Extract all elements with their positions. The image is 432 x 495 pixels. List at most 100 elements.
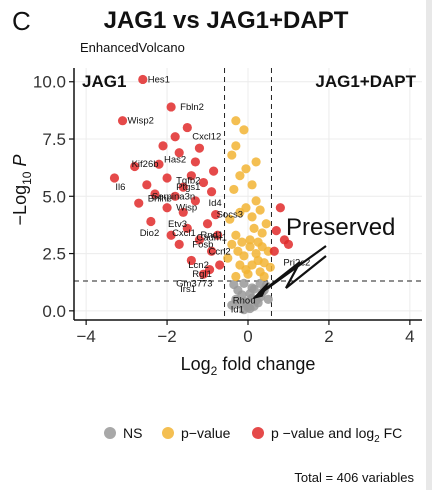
legend-swatch xyxy=(252,427,264,439)
x-tick-label: −4 xyxy=(76,327,95,346)
data-point xyxy=(263,294,273,304)
data-point xyxy=(170,132,180,142)
data-point xyxy=(186,171,196,181)
data-point xyxy=(227,300,237,310)
data-point xyxy=(257,242,267,252)
data-point xyxy=(239,278,249,288)
data-point xyxy=(138,74,148,85)
point-label: Irs1 xyxy=(180,284,196,295)
data-point xyxy=(170,191,180,201)
data-point xyxy=(231,271,241,282)
y-axis-label: −Log10 P xyxy=(10,155,34,226)
chart-title: JAG1 vs JAG1+DAPT xyxy=(104,7,349,34)
point-label: Cadm1 xyxy=(196,233,227,244)
y-tick-label: 2.5 xyxy=(42,245,66,264)
legend-label: p −value and log2 FC xyxy=(271,425,402,445)
data-point xyxy=(245,242,255,252)
point-label: Fosb xyxy=(192,239,213,250)
point-label: Rhou xyxy=(233,296,256,307)
point-label: Lcn2 xyxy=(188,260,209,271)
data-point xyxy=(229,184,239,195)
data-point xyxy=(283,239,294,249)
legend-swatch xyxy=(162,427,174,439)
data-point xyxy=(150,189,160,199)
data-point xyxy=(275,203,285,213)
data-point xyxy=(206,187,217,197)
data-point xyxy=(182,223,192,233)
preserved-arrowhead xyxy=(251,282,269,300)
legend-label: p−value xyxy=(181,425,231,441)
data-point xyxy=(158,141,168,151)
point-label: Etv3 xyxy=(168,219,187,230)
point-label: Has2 xyxy=(164,155,186,166)
point-label: Wisp xyxy=(176,203,197,214)
data-point xyxy=(213,230,223,240)
y-tick-label: 0.0 xyxy=(42,302,66,321)
data-point xyxy=(166,102,176,112)
data-point xyxy=(241,265,251,275)
data-point xyxy=(204,265,215,275)
panel-letter: C xyxy=(12,6,31,36)
data-point xyxy=(190,157,200,167)
data-point xyxy=(235,171,245,181)
data-point xyxy=(142,180,152,190)
data-point xyxy=(245,235,255,245)
legend: NS p−value p −value and log2 FC xyxy=(104,425,402,445)
data-point xyxy=(241,203,251,213)
point-label: Id1 xyxy=(231,305,244,316)
point-label: Ccn2 xyxy=(208,246,230,257)
x-tick-label: 0 xyxy=(243,327,252,346)
data-point xyxy=(190,196,200,206)
point-label: Ptgs1 xyxy=(176,182,200,193)
data-point xyxy=(227,150,237,160)
data-point xyxy=(146,216,156,227)
right-group-label: JAG1+DAPT xyxy=(315,72,416,91)
data-point xyxy=(162,203,172,213)
data-point xyxy=(255,278,265,288)
data-point xyxy=(166,230,176,240)
data-point xyxy=(233,246,243,256)
point-label: Kif26b xyxy=(132,159,159,170)
data-point xyxy=(186,255,196,266)
data-point xyxy=(255,205,265,215)
y-tick-label: 7.5 xyxy=(42,130,66,149)
data-point xyxy=(178,207,188,217)
left-group-label: JAG1 xyxy=(82,72,126,91)
chart-subtitle: EnhancedVolcano xyxy=(80,40,185,55)
data-point xyxy=(241,297,251,307)
data-point xyxy=(178,182,188,192)
x-tick-label: −2 xyxy=(157,327,176,346)
total-variables-caption: Total = 406 variables xyxy=(294,470,414,485)
data-point xyxy=(194,143,205,153)
data-point xyxy=(257,228,267,238)
x-axis-label: Log2 fold change xyxy=(181,354,316,378)
point-label: Fbln2 xyxy=(180,102,204,113)
data-point xyxy=(174,148,184,158)
plot-area: Hes1Fbln2Wisp2Cxcl12Has2Kif26bTgfb2Il6Se… xyxy=(33,68,422,346)
data-point xyxy=(261,219,271,229)
point-label: Cxcl1 xyxy=(172,228,196,239)
data-point xyxy=(209,166,219,176)
data-point xyxy=(231,116,241,126)
point-label: Cxcl12 xyxy=(192,132,221,143)
data-point xyxy=(241,164,251,174)
data-point xyxy=(109,173,120,183)
page-edge-rule xyxy=(426,0,432,490)
y-tick-label: 10.0 xyxy=(33,73,66,92)
point-label: Rnd1 xyxy=(200,230,223,241)
point-label: Rgl1 xyxy=(192,269,212,280)
data-point xyxy=(211,210,221,220)
data-point xyxy=(194,235,205,245)
data-point xyxy=(249,284,259,294)
point-label: Tgfb2 xyxy=(176,175,200,186)
data-point xyxy=(231,230,241,240)
data-point xyxy=(134,198,144,208)
point-label: Il6 xyxy=(115,182,125,193)
data-point xyxy=(247,180,257,190)
data-point xyxy=(117,116,128,126)
data-point xyxy=(206,246,217,256)
data-point xyxy=(251,157,261,167)
data-point xyxy=(162,173,172,183)
data-point xyxy=(253,255,263,266)
data-point xyxy=(251,196,261,206)
